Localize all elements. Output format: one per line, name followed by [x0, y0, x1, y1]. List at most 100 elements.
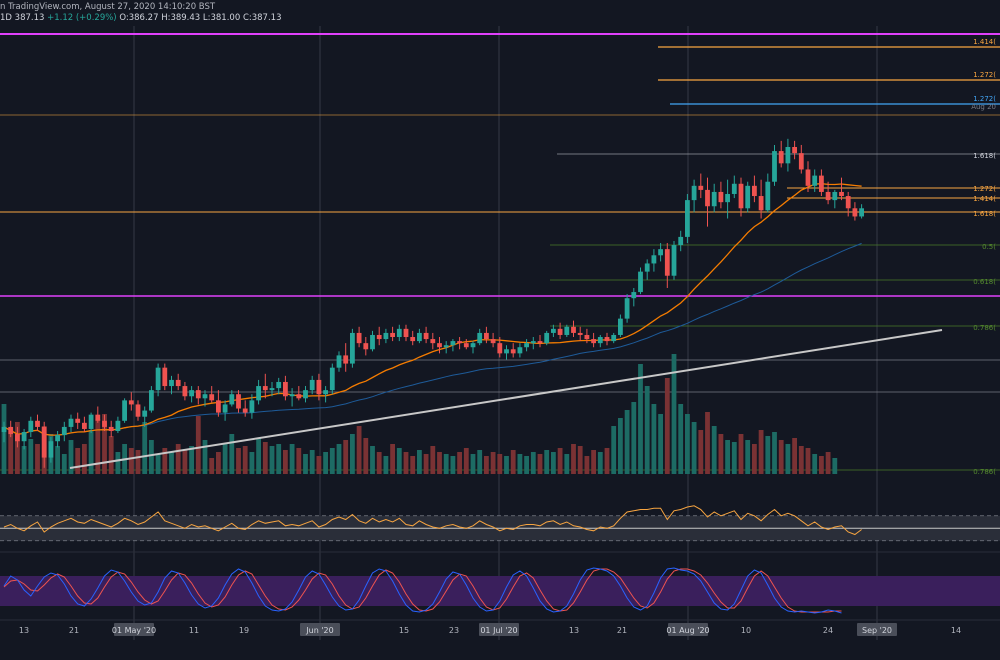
candle-body	[591, 339, 596, 344]
fib-label-5: 1.272(	[973, 185, 996, 193]
candle-128	[859, 204, 864, 219]
candle-body	[195, 390, 201, 399]
candle-81	[544, 330, 550, 346]
volume-bar-117	[785, 444, 791, 474]
volume-bar-42	[283, 450, 288, 474]
candle-body	[175, 379, 181, 387]
candle-body	[202, 394, 208, 399]
volume-bar-37	[249, 452, 255, 474]
x-label-6: 15	[399, 626, 409, 635]
candle-body	[396, 328, 402, 338]
volume-bar-13	[88, 430, 94, 474]
volume-bar-100	[671, 354, 677, 474]
candle-27	[182, 381, 188, 401]
candle-body	[229, 394, 235, 405]
fib-labels: 1.414(1.272(1.272(Aug 201.618(1.272(1.41…	[971, 38, 996, 476]
candle-95	[638, 267, 643, 295]
candle-120	[805, 161, 811, 192]
candle-body	[852, 208, 858, 217]
volume-bar-70	[470, 454, 476, 474]
candle-33	[222, 400, 228, 421]
candle-75	[504, 345, 509, 360]
candle-87	[584, 328, 590, 344]
volume-bar-20	[135, 450, 141, 474]
candle-12	[82, 416, 87, 433]
candle-body	[772, 151, 777, 182]
candle-63	[423, 326, 429, 344]
candle-body	[685, 200, 690, 237]
candle-body	[8, 426, 14, 435]
candle-66	[443, 341, 449, 354]
candle-53	[356, 326, 362, 348]
candle-body	[765, 181, 771, 211]
volume-bar-25	[169, 452, 174, 474]
candle-body	[484, 332, 489, 340]
volume-bar-122	[819, 456, 824, 474]
candle-body	[658, 249, 663, 256]
candle-body	[75, 418, 81, 423]
volume-bar-114	[765, 436, 771, 474]
candle-body	[571, 326, 576, 333]
candle-body	[343, 355, 349, 364]
candle-body	[785, 146, 791, 164]
candle-45	[303, 386, 308, 403]
volume-bar-115	[772, 432, 777, 474]
volume-bar-72	[484, 456, 489, 474]
candle-13	[88, 412, 94, 434]
candle-50	[336, 351, 342, 372]
stoch-k-line	[3, 567, 842, 614]
candle-body	[839, 191, 844, 197]
candle-body	[323, 390, 328, 395]
candle-37	[249, 394, 255, 419]
candle-body	[390, 332, 395, 338]
candle-54	[363, 337, 369, 356]
x-label-box-11	[668, 623, 708, 636]
candle-38	[256, 379, 261, 405]
candle-20	[135, 400, 141, 421]
candles[interactable]	[1, 138, 864, 468]
candle-113	[758, 179, 764, 219]
candle-body	[510, 349, 516, 354]
candle-89	[597, 334, 603, 348]
volume-bar-106	[711, 426, 717, 474]
candle-body	[289, 394, 295, 397]
fib-label-0: 1.414(	[973, 38, 996, 46]
header-close: C:387.13	[242, 13, 282, 23]
candle-7	[48, 437, 54, 463]
candle-2	[15, 426, 20, 448]
volume-bar-85	[571, 444, 576, 474]
candle-9	[61, 421, 67, 442]
header-interval: 1D	[0, 13, 12, 23]
volume-bar-98	[658, 414, 663, 474]
header-ohlc: 1D 387.13 +1.12 (+0.29%) O:386.27 H:389.…	[0, 13, 1000, 24]
candle-104	[698, 173, 704, 199]
candle-52	[350, 328, 355, 368]
candle-body	[443, 345, 449, 348]
volume-bar-121	[812, 454, 818, 474]
candle-78	[524, 339, 529, 352]
volume-bar-90	[604, 448, 610, 474]
candle-44	[296, 386, 302, 401]
candle-102	[685, 193, 690, 244]
header-source: n TradingView.com, August 27, 2020 14:10…	[0, 2, 216, 12]
candle-body	[731, 183, 737, 194]
volume-bar-116	[778, 440, 784, 474]
volume-bar-45	[303, 454, 308, 474]
volume-bar-17	[115, 452, 121, 474]
volume-bar-78	[524, 456, 529, 474]
candle-61	[410, 330, 416, 346]
volume-bar-65	[437, 452, 442, 474]
candle-110	[738, 177, 744, 217]
volume-bar-27	[182, 450, 188, 474]
candle-body	[68, 418, 74, 427]
volume-bar-14	[95, 419, 101, 474]
candle-body	[691, 185, 697, 201]
candle-103	[691, 179, 697, 213]
x-label-15: 14	[951, 626, 961, 635]
volume-bar-73	[490, 452, 496, 474]
x-label-10: 21	[617, 626, 627, 635]
volume-bar-35	[236, 448, 241, 474]
candle-body	[631, 292, 637, 299]
